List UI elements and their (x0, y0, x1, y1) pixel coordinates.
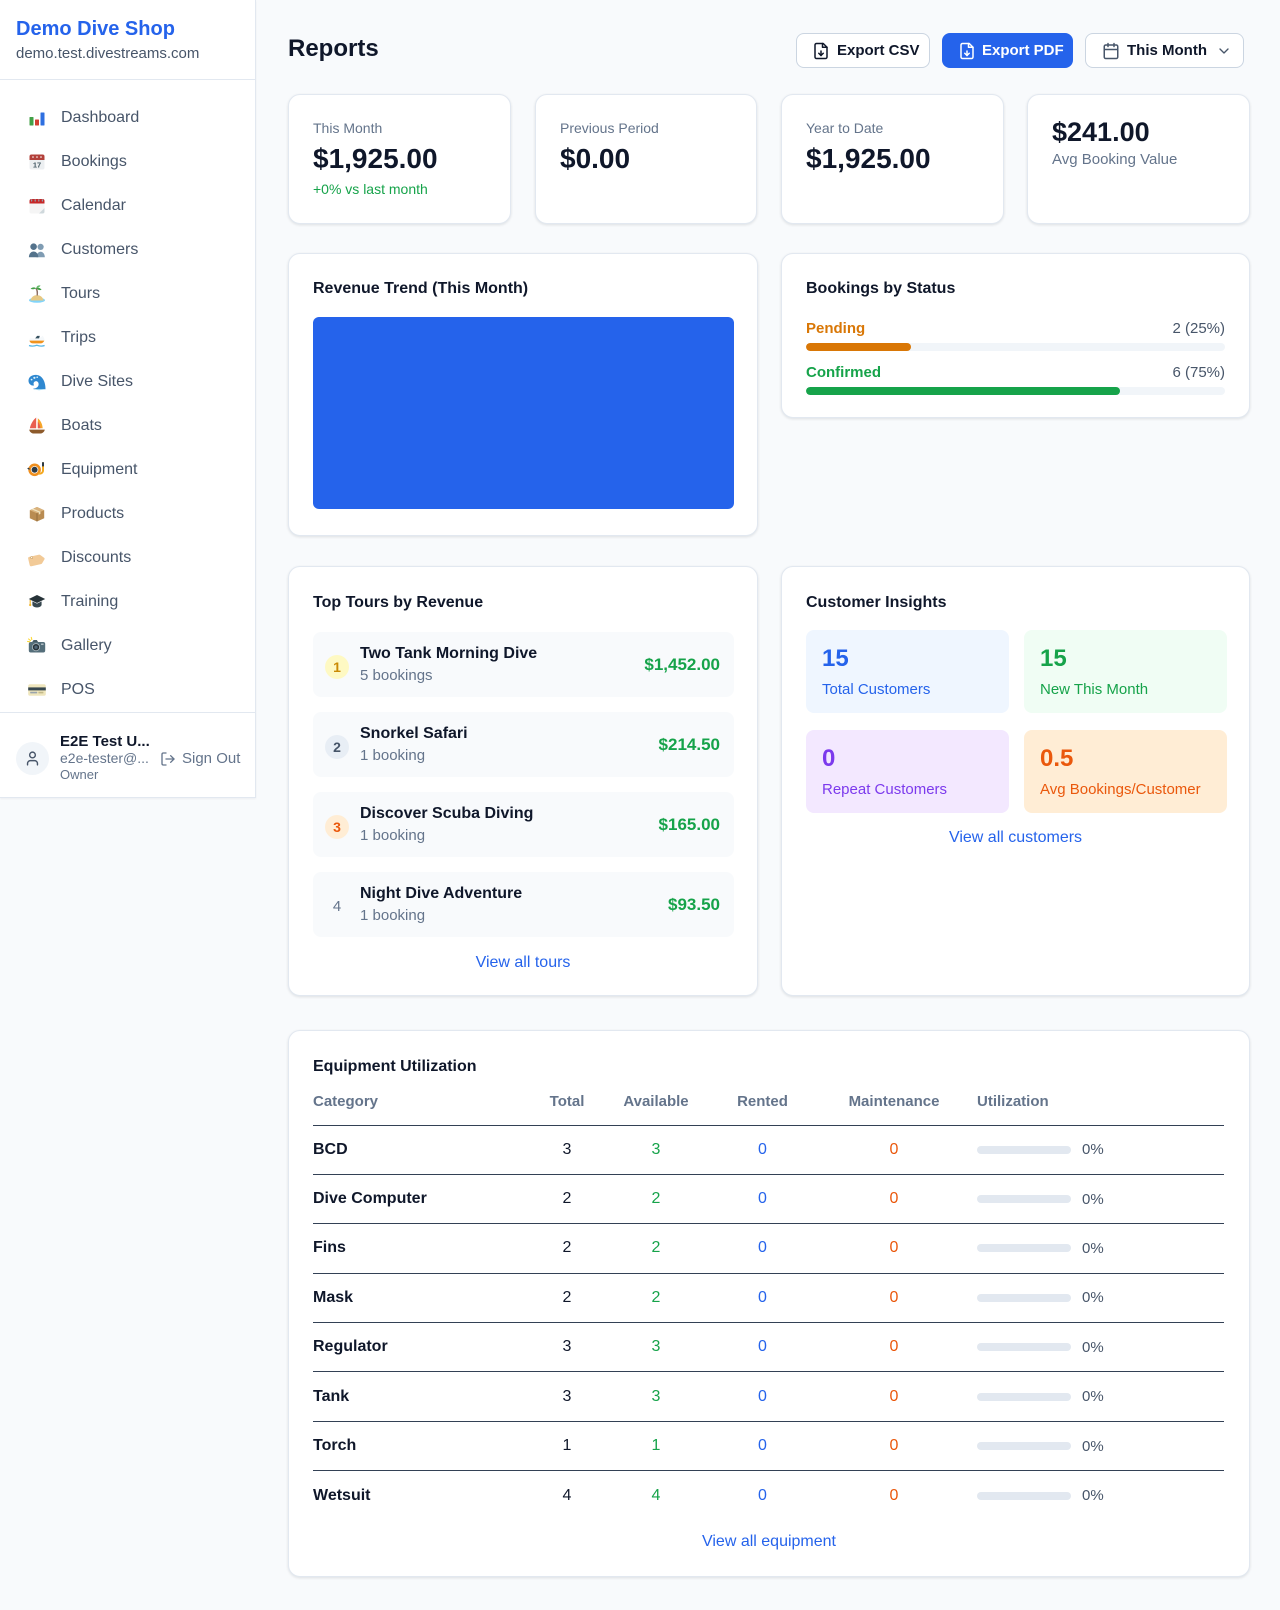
svg-text:17: 17 (33, 161, 41, 170)
